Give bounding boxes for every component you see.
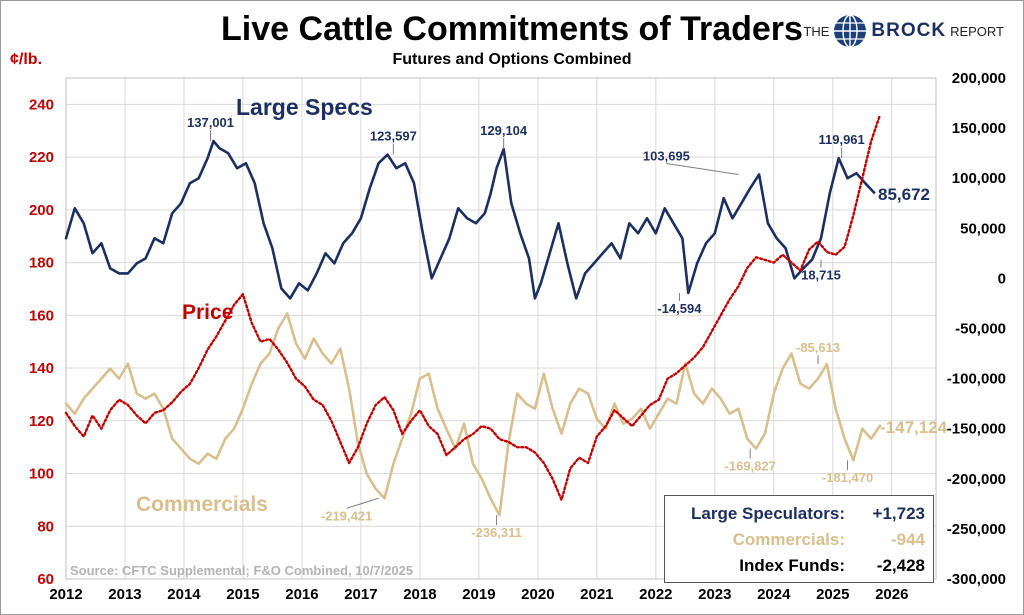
right-tick-label: -300,000 — [947, 571, 1006, 588]
series-name-large-specs: Large Specs — [236, 94, 373, 120]
large-specs-end-value: 85,672 — [878, 185, 930, 204]
annotation-label: -236,311 — [471, 525, 522, 540]
logo-report: REPORT — [950, 23, 1004, 39]
change-label: Large Speculators: — [691, 504, 845, 523]
left-tick-label: 220 — [29, 149, 54, 166]
change-value: +1,723 — [872, 504, 925, 523]
x-tick-label: 2015 — [226, 586, 259, 603]
right-tick-label: -100,000 — [947, 371, 1006, 388]
commercials-end-value: -147,124 — [880, 418, 948, 437]
x-tick-label: 2014 — [167, 586, 201, 603]
change-label: Commercials: — [732, 530, 845, 549]
series-name-commercials: Commercials — [136, 493, 268, 516]
axes: 60 80 100 120 140 160 180 200 220 240 -300,000 -250… — [29, 70, 1006, 603]
x-tick-label: 2012 — [49, 586, 82, 603]
x-tick-label: 2022 — [639, 586, 672, 603]
series-line-price — [64, 113, 882, 502]
annotation-label: -14,594 — [657, 301, 702, 316]
left-axis-label: ¢/lb. — [10, 51, 42, 68]
annotation-label: 137,001 — [187, 115, 234, 130]
series-lines — [64, 113, 882, 517]
right-tick-label: 150,000 — [952, 120, 1006, 137]
chart-title: Live Cattle Commitments of Traders — [221, 10, 803, 48]
left-tick-label: 200 — [29, 202, 54, 219]
right-tick-label: 0 — [998, 270, 1006, 287]
logo-brock: BROCK — [871, 20, 947, 41]
series-name-price: Price — [182, 301, 233, 324]
annotation-label: -219,421 — [321, 508, 372, 523]
x-tick-label: 2019 — [462, 586, 495, 603]
annotation-label: -85,613 — [796, 340, 840, 355]
change-label: Index Funds: — [739, 556, 845, 575]
left-tick-label: 120 — [29, 413, 54, 430]
annotation-leader — [346, 497, 379, 509]
annotations: 137,001 123,597 129,104 103,695 -14,594 119,9… — [187, 115, 873, 540]
annotation-label: 103,695 — [643, 148, 690, 163]
change-value: -2,428 — [876, 556, 925, 575]
left-tick-label: 60 — [37, 571, 54, 588]
weekly-change-box: Large Speculators: +1,723 Commercials: -… — [664, 495, 934, 583]
x-tick-label: 2017 — [344, 586, 377, 603]
annotation-label: 119,961 — [818, 132, 864, 147]
right-tick-label: 100,000 — [952, 170, 1006, 187]
logo-the: THE — [803, 23, 830, 39]
globe-icon — [834, 14, 867, 48]
annotation-label: -169,827 — [725, 459, 776, 474]
series-line-commercials — [64, 312, 882, 517]
x-tick-label: 2026 — [875, 586, 908, 603]
annotation-label: 123,597 — [370, 129, 417, 144]
x-tick-label: 2025 — [816, 586, 849, 603]
x-tick-label: 2023 — [698, 586, 731, 603]
x-tick-label: 2016 — [285, 586, 318, 603]
plot-border — [65, 77, 937, 580]
source-note: Source: CFTC Supplemental; F&O Combined,… — [70, 563, 414, 578]
x-tick-label: 2018 — [403, 586, 436, 603]
x-tick-label: 2013 — [108, 586, 141, 603]
x-tick-label: 2021 — [580, 586, 613, 603]
right-tick-label: -250,000 — [947, 521, 1006, 538]
chart-subtitle: Futures and Options Combined — [392, 51, 632, 68]
x-tick-label: 2020 — [521, 586, 554, 603]
left-tick-label: 180 — [29, 255, 54, 272]
brock-report-logo: THE BROCK REPORT — [803, 14, 1004, 48]
right-tick-label: -150,000 — [947, 421, 1006, 438]
annotation-label: 129,104 — [480, 123, 528, 138]
annotation-leader — [666, 163, 739, 175]
annotation-label: 18,715 — [801, 268, 841, 283]
right-tick-label: -50,000 — [955, 321, 1006, 338]
left-tick-label: 240 — [29, 96, 54, 113]
series-line-large-specs — [64, 139, 876, 300]
left-tick-label: 100 — [29, 466, 54, 483]
left-tick-label: 80 — [37, 518, 54, 535]
right-tick-label: -200,000 — [947, 471, 1006, 488]
change-value: -944 — [890, 530, 925, 549]
right-tick-label: 50,000 — [960, 220, 1006, 237]
left-tick-label: 140 — [29, 360, 54, 377]
right-tick-label: 200,000 — [952, 70, 1006, 87]
annotation-label: -181,470 — [822, 470, 873, 485]
x-tick-label: 2024 — [757, 586, 791, 603]
left-tick-label: 160 — [29, 307, 54, 324]
gridlines — [65, 77, 937, 580]
